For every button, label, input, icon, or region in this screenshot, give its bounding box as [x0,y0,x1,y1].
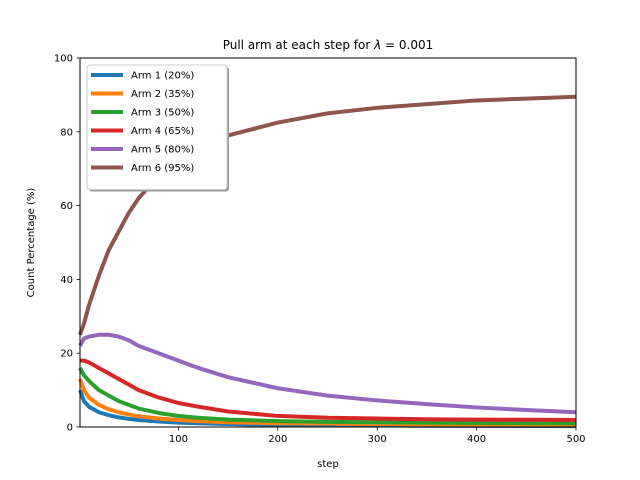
x-axis: 100 200 300 400 500 [169,427,586,445]
series-line-arm-3 [78,367,577,426]
legend-label-arm-2: Arm 2 (35%) [131,89,194,100]
legend-label-arm-6: Arm 6 (95%) [131,163,194,174]
y-axis-label: Count Percentage (%) [26,188,37,298]
y-tick-label: 60 [60,201,73,212]
chart-title: Pull arm at each step for λ = 0.001 [223,38,434,52]
x-axis-label: step [317,459,339,470]
y-tick-label: 20 [60,349,73,360]
legend-label-arm-4: Arm 4 (65%) [131,126,194,137]
y-tick-label: 100 [54,54,73,65]
legend-label-arm-5: Arm 5 (80%) [131,145,194,156]
x-tick-label: 300 [368,434,387,445]
x-tick-label: 400 [467,434,486,445]
y-tick-label: 40 [60,275,73,286]
series-line-arm-4 [80,358,577,422]
legend-label-arm-3: Arm 3 (50%) [131,108,194,119]
legend: Arm 1 (20%) Arm 2 (35%) Arm 3 (50%) Arm 4 (… [86,64,229,192]
x-tick-label: 500 [566,434,585,445]
x-tick-label: 200 [268,434,287,445]
y-tick-label: 0 [67,423,73,434]
legend-box [86,64,228,190]
plot-frame [79,57,577,428]
y-tick-label: 80 [60,127,73,138]
legend-label-arm-1: Arm 1 (20%) [131,71,194,82]
series-line-arm-5 [78,332,577,415]
x-tick-label: 100 [169,434,188,445]
y-axis: 0 20 40 60 80 100 [54,54,80,434]
